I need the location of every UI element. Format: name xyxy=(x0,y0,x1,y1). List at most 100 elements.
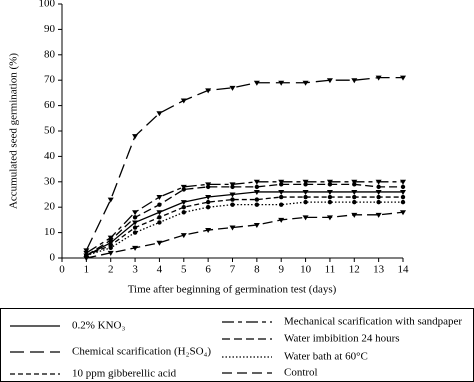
x-tick-label: 6 xyxy=(205,264,211,276)
point xyxy=(108,238,113,243)
point xyxy=(400,189,406,195)
point xyxy=(326,215,333,221)
x-tick-label: 5 xyxy=(181,264,187,276)
point xyxy=(132,245,139,251)
point xyxy=(253,189,260,195)
x-tick-label: 11 xyxy=(325,264,336,276)
point xyxy=(376,199,381,205)
y-tick-label: 40 xyxy=(44,150,56,162)
point xyxy=(278,217,285,223)
point xyxy=(303,182,308,187)
point xyxy=(157,215,162,220)
point xyxy=(302,80,309,86)
legend-label: Control xyxy=(284,367,318,379)
series-line xyxy=(85,77,403,251)
point xyxy=(253,179,260,185)
point xyxy=(351,189,358,195)
point xyxy=(229,225,236,231)
point xyxy=(230,202,235,207)
point xyxy=(400,179,406,185)
point xyxy=(303,194,308,200)
point xyxy=(303,199,308,205)
point xyxy=(107,197,114,203)
point xyxy=(205,184,211,190)
point xyxy=(375,212,382,218)
point xyxy=(352,194,357,200)
point xyxy=(254,197,260,202)
point xyxy=(302,215,309,221)
point xyxy=(400,184,406,190)
point xyxy=(132,230,138,235)
point xyxy=(352,199,357,205)
legend-label: Water imbibition 24 hours xyxy=(284,333,400,345)
point xyxy=(351,212,358,218)
y-tick-label: 80 xyxy=(44,48,56,60)
series-line xyxy=(86,211,404,259)
point xyxy=(279,194,284,200)
point xyxy=(107,250,114,256)
legend-label: 10 ppm gibberellic acid xyxy=(72,368,177,380)
legend-label: Water bath at 60°C xyxy=(284,351,368,363)
point xyxy=(132,220,139,226)
point xyxy=(181,210,186,215)
point xyxy=(132,210,139,216)
x-tick-label: 9 xyxy=(278,264,284,276)
point xyxy=(205,199,211,205)
x-axis-label: Time after beginning of germination test… xyxy=(128,284,337,296)
legend-label: Chemical scarification (H₂SO₄) xyxy=(72,346,211,358)
point xyxy=(253,222,260,228)
y-tick-label: 10 xyxy=(44,226,56,238)
x-tick-label: 14 xyxy=(398,264,410,276)
point xyxy=(156,210,163,216)
series-line xyxy=(86,201,403,257)
point xyxy=(156,240,163,246)
point xyxy=(351,78,358,84)
point xyxy=(376,184,381,190)
point xyxy=(375,179,382,185)
point xyxy=(230,184,235,190)
point xyxy=(327,194,333,200)
point xyxy=(229,85,236,91)
x-tick-label: 7 xyxy=(230,264,236,276)
point xyxy=(375,189,382,195)
point xyxy=(254,202,260,207)
point xyxy=(132,215,138,220)
point xyxy=(278,189,285,195)
point xyxy=(205,228,212,234)
point xyxy=(279,182,284,187)
point xyxy=(205,195,212,201)
point xyxy=(156,111,163,117)
y-tick-label: 30 xyxy=(44,175,56,187)
point xyxy=(400,194,406,200)
point xyxy=(400,199,406,205)
series-line xyxy=(86,183,403,257)
x-tick-label: 12 xyxy=(349,264,360,276)
point xyxy=(400,75,406,81)
y-tick-label: 70 xyxy=(44,74,56,86)
point xyxy=(83,256,90,261)
y-tick-label: 50 xyxy=(44,125,56,137)
point xyxy=(326,78,333,84)
series-line xyxy=(86,196,403,257)
point xyxy=(400,210,406,216)
point xyxy=(229,192,236,198)
point xyxy=(132,134,139,140)
x-tick-label: 8 xyxy=(254,264,260,276)
x-tick-label: 3 xyxy=(132,264,138,276)
point xyxy=(254,184,260,190)
point xyxy=(253,80,260,86)
y-tick-label: 0 xyxy=(50,252,56,264)
point xyxy=(327,199,333,205)
point xyxy=(278,80,285,86)
point xyxy=(327,182,333,187)
x-tick-label: 13 xyxy=(373,264,385,276)
x-tick-label: 4 xyxy=(157,264,163,276)
y-tick-label: 90 xyxy=(44,23,56,35)
point xyxy=(302,189,309,195)
point xyxy=(180,200,187,206)
point xyxy=(230,197,235,202)
point xyxy=(279,202,284,207)
point xyxy=(156,195,163,201)
point xyxy=(181,205,186,210)
